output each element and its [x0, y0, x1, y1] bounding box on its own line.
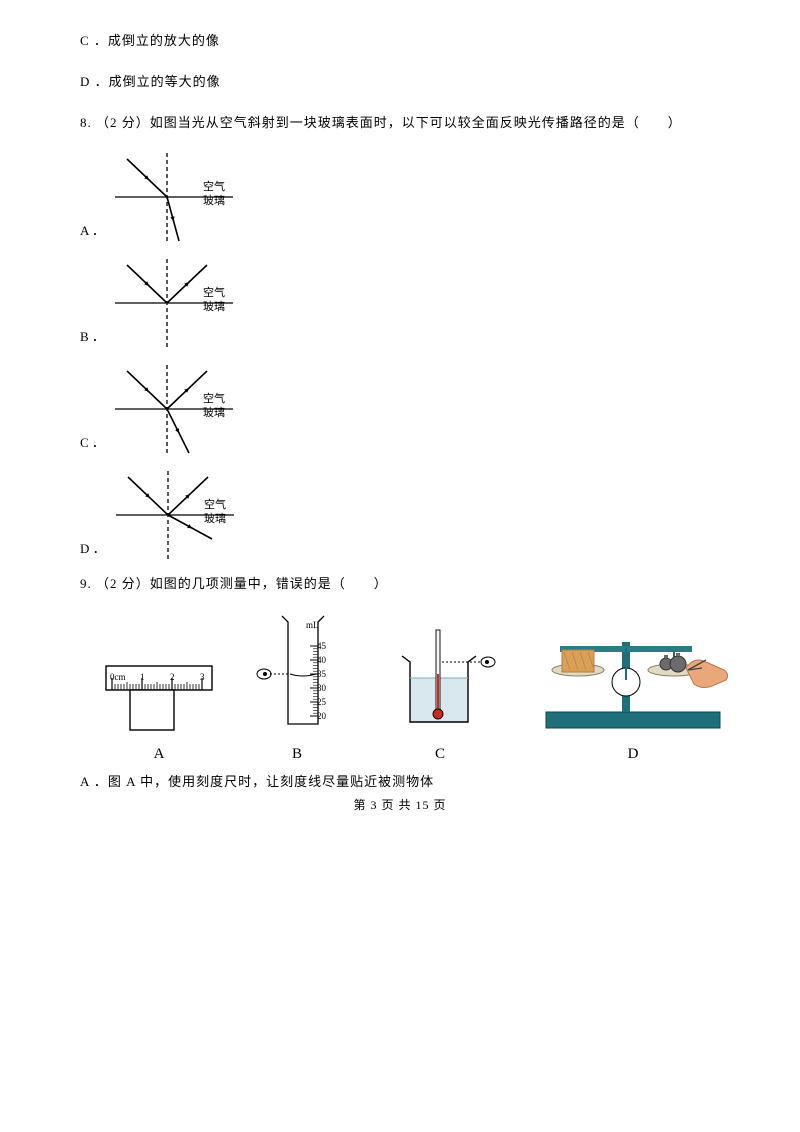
q9-figure-row: 0cm 1 2 3 A mL 45 40 35 30 25 20 B C D: [104, 610, 720, 763]
q8-opt-c-row: C ． 空气玻璃: [80, 361, 720, 457]
q8-stem: 8. （2 分）如图当光从空气斜射到一块玻璃表面时，以下可以较全面反映光传播路径…: [80, 112, 720, 131]
q8-opt-d-row: D ． 空气玻璃: [80, 467, 720, 563]
svg-text:35: 35: [317, 669, 327, 679]
svg-text:mL: mL: [306, 620, 319, 630]
q9-stem: 9. （2 分）如图的几项测量中，错误的是（ ）: [80, 573, 720, 592]
svg-text:25: 25: [317, 697, 327, 707]
svg-text:45: 45: [317, 641, 327, 651]
q9-label-a: A: [154, 746, 165, 763]
svg-text:0cm: 0cm: [110, 672, 126, 682]
svg-text:玻璃: 玻璃: [203, 299, 225, 313]
q9-fig-c: [380, 620, 500, 740]
q9-label-d: D: [628, 746, 639, 763]
q9-fig-b: mL 45 40 35 30 25 20: [252, 610, 342, 740]
q8-diagram-d: 空气玻璃: [112, 467, 240, 563]
q9-fig-d: [538, 620, 728, 740]
svg-text:空气: 空气: [203, 285, 225, 299]
svg-text:空气: 空气: [203, 391, 225, 405]
q7-opt-d: D ．成倒立的等大的像: [80, 71, 720, 90]
svg-text:3: 3: [200, 672, 205, 682]
q9-opt-a: A ．图 A 中，使用刻度尺时，让刻度线尽量贴近被测物体: [80, 771, 720, 790]
svg-text:2: 2: [170, 672, 175, 682]
q7-opt-c: C ．成倒立的放大的像: [80, 30, 720, 49]
svg-text:40: 40: [317, 655, 327, 665]
q8-label-d: D ．: [80, 538, 106, 557]
q8-label-a: A ．: [80, 220, 105, 239]
q8-label-c: C ．: [80, 432, 105, 451]
q9-label-b: B: [292, 746, 302, 763]
q9-label-c: C: [435, 746, 445, 763]
q8-opt-b-row: B ． 空气玻璃: [80, 255, 720, 351]
q8-label-b: B ．: [80, 326, 105, 345]
svg-text:空气: 空气: [203, 179, 225, 193]
svg-text:30: 30: [317, 683, 327, 693]
svg-text:玻璃: 玻璃: [204, 511, 226, 525]
page-footer: 第 3 页 共 15 页: [80, 796, 720, 813]
q8-diagram-c: 空气玻璃: [111, 361, 239, 457]
svg-text:玻璃: 玻璃: [203, 193, 225, 207]
svg-text:20: 20: [317, 711, 327, 721]
svg-text:空气: 空气: [204, 497, 226, 511]
q8-opt-a-row: A ． 空气玻璃: [80, 149, 720, 245]
svg-text:1: 1: [140, 672, 145, 682]
q9-fig-a: 0cm 1 2 3: [104, 658, 214, 740]
svg-text:玻璃: 玻璃: [203, 405, 225, 419]
q8-diagram-b: 空气玻璃: [111, 255, 239, 351]
q8-diagram-a: 空气玻璃: [111, 149, 239, 245]
